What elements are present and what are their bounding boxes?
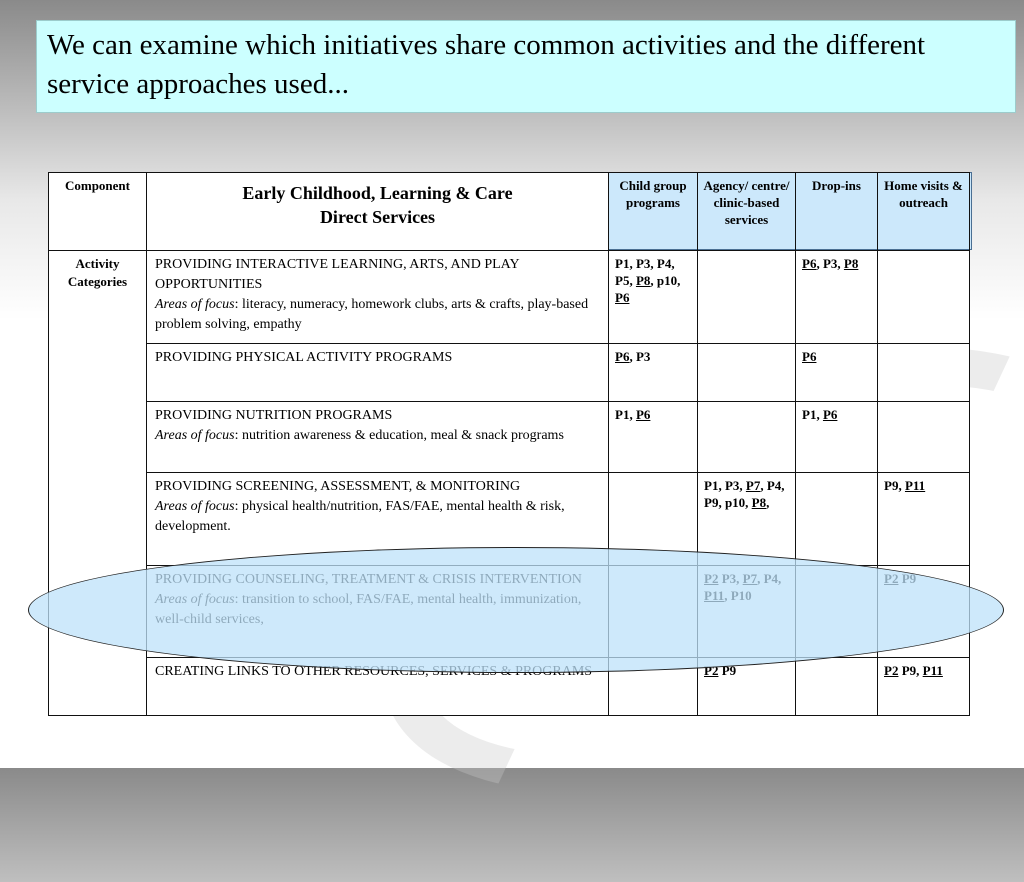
activity-cell: PROVIDING NUTRITION PROGRAMS Areas of foc… [146,401,609,473]
row-group-label: Activity Categories [48,250,147,716]
program-cell: P2 P9 [877,565,970,658]
activity-name: PROVIDING INTERACTIVE LEARNING, ARTS, AN… [155,257,520,292]
program-cell [697,250,796,344]
focus-label: Areas of focus [155,428,235,443]
activity-name: PROVIDING PHYSICAL ACTIVITY PROGRAMS [155,350,453,365]
main-header-line2: Direct Services [319,207,436,227]
program-text: , P10 [724,588,752,603]
header-child-group: Child group programs [608,172,698,251]
program-cell: P6 [795,343,878,402]
program-cell [877,250,970,344]
program-cell: P2 P9, P11 [877,657,970,716]
program-cell: P2 P9 [697,657,796,716]
activity-cell: PROVIDING COUNSELING, TREATMENT & CRISIS… [146,565,609,658]
program-cell [697,401,796,473]
program-text: P9, [884,478,905,493]
program-text: P9, [898,663,923,678]
program-cell [697,343,796,402]
activity-cell: PROVIDING SCREENING, ASSESSMENT, & MONIT… [146,472,609,566]
program-link[interactable]: P6 [635,407,651,422]
program-text: P1, P3, P4, P5, [615,256,675,288]
program-link[interactable]: P2 [884,663,899,678]
focus-text: : physical health/nutrition, FAS/FAE, me… [155,499,565,534]
program-cell [608,472,698,566]
focus-label: Areas of focus [155,499,235,514]
program-text: P1, P3, [704,478,746,493]
header-home-visits: Home visits & outreach [877,172,970,251]
program-link[interactable]: P8 [843,256,859,271]
program-link[interactable]: P7 [745,478,761,493]
program-cell [877,343,970,402]
program-text: , P4, P9, p10, [704,478,785,510]
focus-label: Areas of focus [155,592,235,607]
program-cell [795,657,878,716]
program-link[interactable]: P6 [615,290,630,305]
focus-text: : literacy, numeracy, homework clubs, ar… [155,297,589,332]
program-text: P1, [615,407,636,422]
table-row: Activity Categories PROVIDING INTERACTIVE… [48,250,970,716]
program-cell: P1, P3, P4, P5, P8, p10, P6 [608,250,698,344]
program-cell: P1, P6 [608,401,698,473]
focus-text: : nutrition awareness & education, meal … [234,428,564,443]
services-table: Component Early Childhood, Learning & Ca… [48,172,970,716]
program-text: , P3 [629,349,651,364]
program-link[interactable]: P2 [884,571,899,586]
activity-name: PROVIDING NUTRITION PROGRAMS [155,408,393,423]
program-link[interactable]: P2 [704,663,719,678]
activity-name: PROVIDING COUNSELING, TREATMENT & CRISIS… [155,572,582,587]
activity-name: PROVIDING SCREENING, ASSESSMENT, & MONIT… [155,479,521,494]
header-row: Component Early Childhood, Learning & Ca… [48,172,970,251]
program-link[interactable]: P6 [802,256,817,271]
program-cell [795,472,878,566]
program-text: P9 [718,663,737,678]
focus-label: Areas of focus [155,297,235,312]
table-row: PROVIDING COUNSELING, TREATMENT & CRISIS… [49,565,970,658]
program-cell: P1, P6 [795,401,878,473]
program-link[interactable]: P7 [742,571,758,586]
activity-cell: PROVIDING PHYSICAL ACTIVITY PROGRAMS [146,343,609,402]
program-cell [877,401,970,473]
activity-cell: PROVIDING INTERACTIVE LEARNING, ARTS, AN… [146,250,609,344]
program-cell [795,565,878,658]
program-text: P9 [898,571,917,586]
main-header: Early Childhood, Learning & Care Direct S… [146,172,609,251]
program-link[interactable]: P6 [822,407,838,422]
table-row: PROVIDING NUTRITION PROGRAMS Areas of foc… [49,401,970,473]
program-cell: P6, P3 [608,343,698,402]
program-link[interactable]: P6 [802,349,817,364]
program-link[interactable]: P11 [904,478,926,493]
program-text: P1, [802,407,823,422]
activity-cell: CREATING LINKS TO OTHER RESOURCES, SERVI… [146,657,609,716]
program-link[interactable]: P11 [704,588,725,603]
activity-name: CREATING LINKS TO OTHER RESOURCES, SERVI… [155,664,593,679]
header-drop-ins: Drop-ins [795,172,878,251]
program-text: , [766,495,770,510]
program-cell [608,657,698,716]
program-link[interactable]: P8 [635,273,651,288]
program-link[interactable]: P2 [704,571,719,586]
main-header-line1: Early Childhood, Learning & Care [242,183,513,203]
program-cell: P9, P11 [877,472,970,566]
program-link[interactable]: P8 [751,495,767,510]
component-header: Component [48,172,147,251]
program-cell: P6, P3, P8 [795,250,878,344]
slide-title: We can examine which initiatives share c… [36,20,1016,113]
program-text: P3, [718,571,743,586]
program-cell [608,565,698,658]
table-row: PROVIDING SCREENING, ASSESSMENT, & MONIT… [49,472,970,566]
program-text: , P4, [757,571,782,586]
program-link[interactable]: P6 [615,349,630,364]
table-row: PROVIDING PHYSICAL ACTIVITY PROGRAMS P6, … [49,343,970,402]
program-cell: P2 P3, P7, P4, P11, P10 [697,565,796,658]
program-text: , P3, [816,256,844,271]
header-agency: Agency/ centre/ clinic-based services [697,172,796,251]
program-link[interactable]: P11 [922,663,943,678]
program-cell: P1, P3, P7, P4, P9, p10, P8, [697,472,796,566]
table-row: CREATING LINKS TO OTHER RESOURCES, SERVI… [49,657,970,716]
program-text: , p10, [650,273,681,288]
